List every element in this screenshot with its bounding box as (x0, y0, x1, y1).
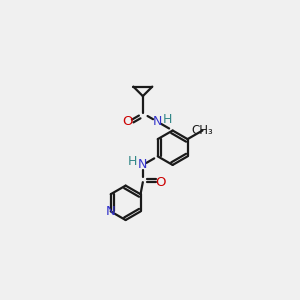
Text: N: N (153, 116, 162, 128)
Text: H: H (128, 155, 138, 168)
Text: CH₃: CH₃ (192, 124, 213, 137)
Text: O: O (155, 176, 165, 189)
Text: N: N (138, 158, 148, 171)
Text: H: H (163, 113, 172, 126)
Text: O: O (123, 116, 133, 128)
Text: N: N (106, 205, 116, 218)
